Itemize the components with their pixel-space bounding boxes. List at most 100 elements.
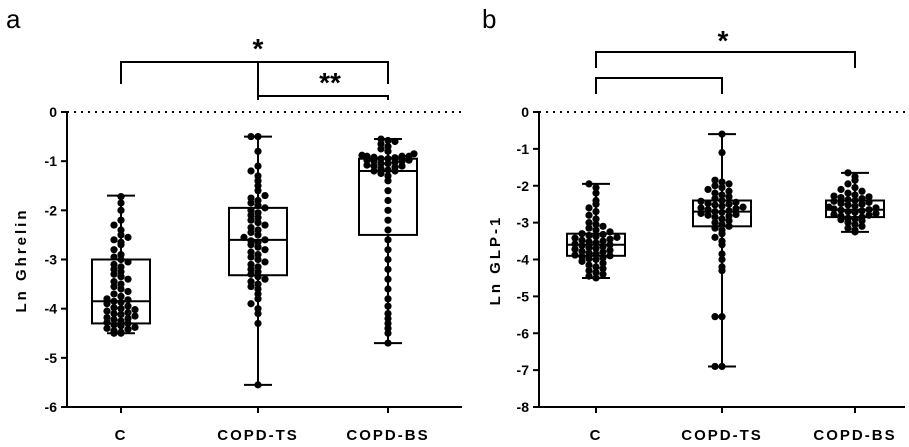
panel-b-data-point [718, 313, 726, 321]
panel-b-data-point [697, 209, 705, 218]
panel-a-y-tick-label: 0 [49, 104, 57, 120]
panel-a-data-point [110, 236, 118, 244]
panel-b-data-point [858, 222, 866, 230]
panel-b-data-point [578, 230, 586, 238]
panel-a-data-point [398, 152, 406, 160]
panel-a-data-point [384, 136, 392, 145]
panel-b-y-tick-label: -1 [517, 141, 530, 157]
panel-b-data-point [718, 220, 726, 229]
panel-a-data-point [261, 204, 269, 212]
panel-a-data-point [247, 237, 255, 245]
panel-a-data-point [117, 199, 125, 207]
panel-a-data-point [384, 275, 392, 283]
panel-a-chart: Ln Ghrelin 0 -1 -2 -3 -4 -5 -6 C COPD-TS COPD-BS *… [13, 33, 462, 444]
panel-b-data-point [585, 231, 593, 240]
panel-a-data-point [131, 312, 139, 320]
panel-b-data-point [697, 204, 705, 212]
panel-a-data-point [384, 255, 392, 264]
panel-b-significance-label: * [718, 25, 729, 56]
panel-b-data-point [725, 212, 733, 220]
panel-b-data-point [718, 215, 726, 223]
panel-b-data-point [592, 220, 600, 229]
panel-b-data-point [592, 233, 600, 241]
panel-a-data-point [391, 154, 399, 162]
panel-a-data-point [110, 253, 118, 261]
panel-b-data-point [865, 198, 873, 206]
panel-a-category-label: COPD-TS [217, 427, 299, 444]
panel-b-y-tick-label: -7 [517, 362, 530, 378]
panel-b-data-point [725, 193, 733, 201]
panel-a-data-point [377, 135, 385, 143]
panel-a-data-point [247, 260, 255, 269]
panel-b-data-point [599, 230, 607, 239]
panel-b-data-point [858, 213, 866, 221]
panel-b-data-point [718, 191, 726, 199]
panel-b-y-tick-label: -5 [517, 288, 530, 304]
panel-a-data-point [384, 309, 392, 318]
panel-b-data-point [725, 187, 733, 195]
panel-b-data-point [599, 237, 607, 245]
panel-a-data-point [124, 325, 132, 333]
panel-b-y-tick-label: -4 [517, 252, 530, 268]
panel-a-data-point [117, 292, 125, 300]
panel-b-data-point [585, 219, 593, 227]
panel-b-data-point [732, 198, 740, 206]
panel-b-data-point [844, 214, 852, 222]
panel-b-data-point [837, 193, 845, 202]
panel-a-data-point [117, 328, 125, 336]
panel-a-data-point [110, 327, 118, 335]
panel-b-data-point [858, 200, 866, 208]
panel-a-data-point [110, 309, 118, 318]
panel-a-y-tick-label: -3 [45, 252, 58, 268]
panel-a-data-point [117, 216, 125, 224]
panel-b-data-point [830, 192, 838, 200]
panel-a-data-point [117, 206, 125, 214]
panel-a-y-tick-label: -2 [45, 202, 58, 218]
panel-b-data-point [592, 207, 600, 216]
panel-a-data-point [247, 223, 255, 232]
panel-b-data-point [592, 250, 600, 258]
panel-b-data-point [571, 245, 579, 253]
panel-a-data-point [261, 191, 269, 200]
panel-a-data-point [103, 307, 111, 315]
panel-a-significance-label: ** [319, 67, 341, 98]
panel-b-data-point [585, 261, 593, 269]
panel-b-y-tick-label: -3 [517, 215, 530, 231]
panel-b-significance-bracket [595, 51, 856, 68]
panel-b-data-point [592, 255, 600, 264]
panel-a-data-point [117, 317, 125, 325]
panel-b-data-point [865, 193, 873, 201]
panel-b-data-point [851, 215, 859, 223]
panel-b-data-point [830, 197, 838, 205]
panel-b-category-label: C [590, 427, 603, 444]
panel-b-data-point [830, 210, 838, 219]
panel-b-data-point [585, 266, 593, 275]
panel-a-y-axis-label: Ln Ghrelin [13, 208, 30, 313]
panel-b-data-point [704, 206, 712, 214]
panel-b-data-point [578, 247, 586, 255]
panel-a-data-point [240, 233, 248, 241]
panel-a-data-point [254, 250, 262, 259]
panel-b-data-point [725, 180, 733, 188]
panel-a-data-point [110, 246, 118, 254]
panel-a-data-point [247, 132, 255, 141]
panel-b-data-point [599, 270, 607, 278]
panel-a-data-point [117, 263, 125, 271]
panel-a-data-point [261, 258, 269, 266]
panel-a-significance-label: * [253, 33, 264, 64]
panel-a-data-point [384, 155, 392, 163]
panel-a-data-point [261, 221, 269, 229]
panel-b-data-point [718, 202, 726, 210]
panel-b-data-point [585, 180, 593, 188]
panel-b-data-point [599, 259, 607, 267]
panel-b-data-point [718, 250, 726, 258]
panel-b-data-point [844, 207, 852, 216]
panel-b-significance-bracket [595, 77, 723, 94]
panel-b-data-point [592, 215, 600, 223]
panel-a-data-point [103, 313, 111, 322]
panel-a-data-point [384, 187, 392, 195]
panel-a-data-point [124, 275, 132, 283]
panel-b-data-point [725, 222, 733, 230]
panel-a-data-point [384, 265, 392, 273]
panel-a-data-point [254, 132, 262, 141]
